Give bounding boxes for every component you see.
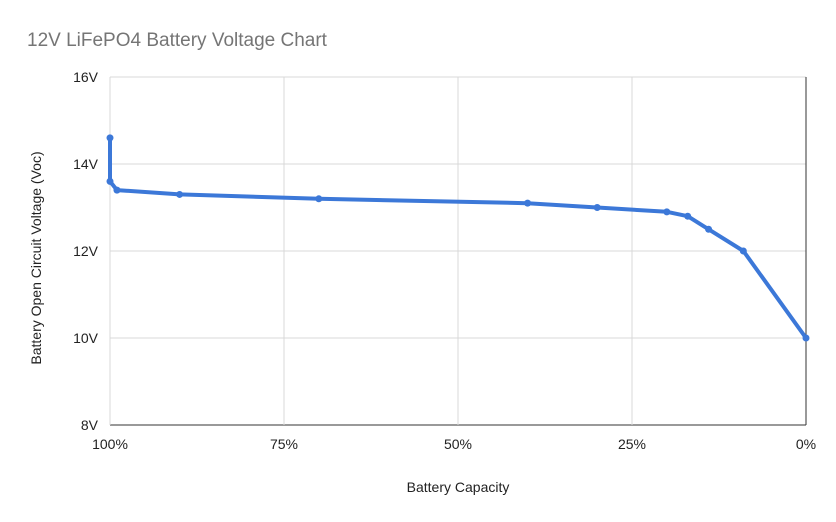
chart-title: 12V LiFePO4 Battery Voltage Chart [27,30,328,51]
data-point [176,190,184,198]
y-tick-label: 10V [73,330,99,346]
y-axis-label: Battery Open Circuit Voltage (Voc) [28,151,44,364]
series-group [106,134,810,342]
data-point [106,134,114,142]
y-axis-ticks: 8V 10V 12V 14V 16V [73,69,99,433]
x-tick-label: 0% [796,436,816,452]
data-point [315,195,323,203]
data-point [705,225,713,233]
x-tick-label: 25% [618,436,646,452]
y-tick-label: 12V [73,243,99,259]
data-point [113,186,121,194]
data-point [684,212,692,220]
y-tick-label: 8V [81,417,99,433]
x-tick-label: 100% [92,436,128,452]
x-tick-label: 50% [444,436,472,452]
y-tick-label: 16V [73,69,99,85]
gridlines [109,76,807,426]
data-point [663,208,671,216]
x-axis-ticks: 100% 75% 50% 25% 0% [92,436,816,452]
x-axis-label: Battery Capacity [407,479,510,495]
data-point [106,177,114,185]
data-point [524,199,532,207]
data-point [739,247,747,255]
data-point [802,334,810,342]
x-tick-label: 75% [270,436,298,452]
data-point [593,204,601,211]
y-tick-label: 14V [73,156,99,172]
